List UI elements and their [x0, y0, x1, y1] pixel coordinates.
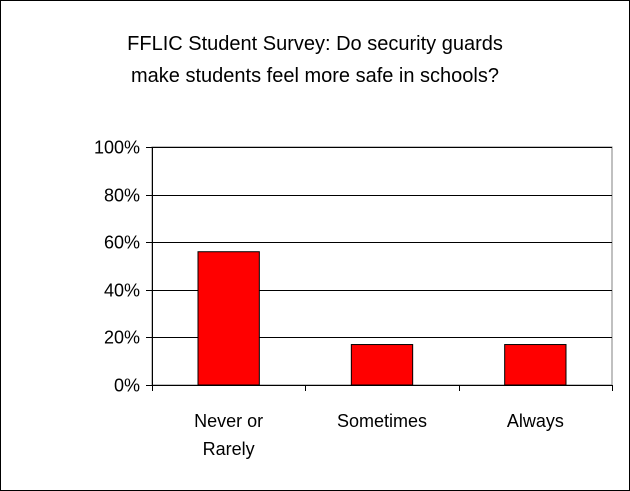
- y-tick-label: 0%: [114, 376, 140, 396]
- bar: [198, 252, 259, 385]
- x-tick-label-line: Always: [507, 411, 564, 431]
- x-tick-label-line: Rarely: [203, 439, 255, 459]
- y-tick-label: 20%: [104, 328, 140, 348]
- y-tick-label: 100%: [94, 138, 140, 158]
- x-tick-label-line: Sometimes: [337, 411, 427, 431]
- x-tick-label-line: Never or: [194, 411, 263, 431]
- y-tick-label: 60%: [104, 233, 140, 253]
- x-tick-label: Always: [507, 411, 564, 431]
- y-tick-label: 40%: [104, 281, 140, 301]
- bar: [505, 345, 566, 385]
- x-tick-label: Never or Rarely: [194, 411, 263, 459]
- x-tick-label: Sometimes: [337, 411, 427, 431]
- bar: [351, 345, 412, 385]
- y-tick-label: 80%: [104, 186, 140, 206]
